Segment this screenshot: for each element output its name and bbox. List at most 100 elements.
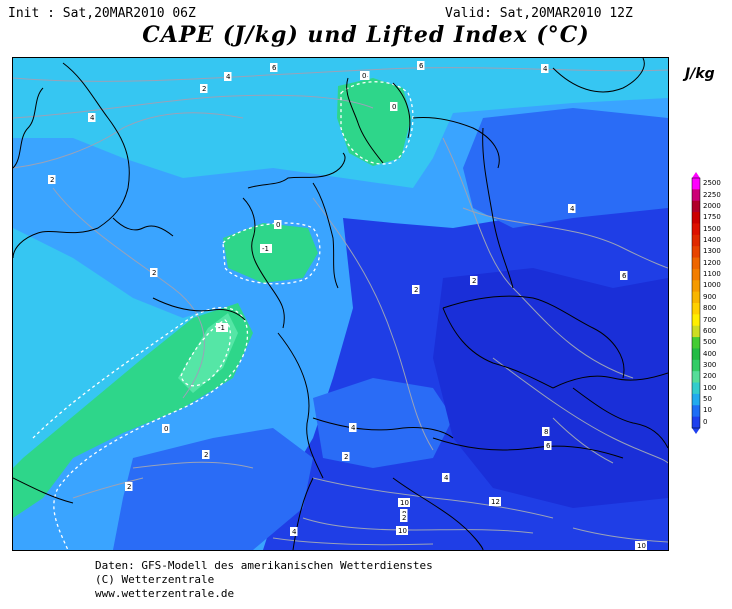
footer-credits: Daten: GFS-Modell des amerikanischen Wet… xyxy=(95,559,433,601)
contour-label: 0 xyxy=(276,221,280,229)
contour-label-bg xyxy=(162,424,170,433)
contour-label-bg xyxy=(88,113,96,122)
cape-field-green-denmark xyxy=(337,78,411,166)
legend-swatch xyxy=(692,393,700,406)
contour-label-bg xyxy=(568,204,576,213)
contour-label-bg xyxy=(635,541,647,550)
contour-label-bg xyxy=(290,527,298,536)
legend-level-label: 900 xyxy=(703,292,717,301)
legend-level-label: 400 xyxy=(703,349,717,358)
legend-level-label: 1300 xyxy=(703,247,721,256)
legend-level-label: 300 xyxy=(703,361,717,369)
contour-label: -1 xyxy=(262,245,269,253)
contour-label: 2 xyxy=(402,514,406,522)
contour-label-bg xyxy=(398,498,410,507)
contour-label-bg xyxy=(224,72,232,81)
legend-level-label: 0 xyxy=(703,417,708,426)
legend-swatch xyxy=(692,280,700,293)
legend-swatch xyxy=(692,348,700,361)
contour-label: 4 xyxy=(351,424,356,432)
legend-frame xyxy=(691,177,701,429)
legend-level-label: 2000 xyxy=(703,201,721,210)
legend-level-label: 800 xyxy=(703,304,717,313)
contour-label: 4 xyxy=(226,73,231,81)
contour-label: 4 xyxy=(90,114,95,122)
map-title: CAPE (J/kg) und Lifted Index (°C) xyxy=(142,22,590,48)
legend-level-label: 10 xyxy=(703,406,712,415)
legend-swatch xyxy=(692,371,700,384)
legend-swatch xyxy=(692,246,700,259)
contour-label: 10 xyxy=(637,542,646,550)
contour-label-bg xyxy=(489,497,501,506)
legend-unit: J/kg xyxy=(685,66,715,82)
contour-label-bg xyxy=(342,452,350,461)
cape-legend: 2500 2250 2000 1750 1500 1400 1300 1200 1100 1000… xyxy=(690,172,724,434)
contour-label: -1 xyxy=(218,324,225,332)
legend-level-label: 1500 xyxy=(703,224,721,233)
legend-bottom-arrow xyxy=(692,428,700,434)
cape-field-light-cyan-west xyxy=(13,228,233,478)
valid-time: Valid: Sat,20MAR2010 12Z xyxy=(445,6,633,21)
contour-label-bg xyxy=(150,268,158,277)
legend-level-label: 1200 xyxy=(703,258,721,267)
legend-swatch xyxy=(692,234,700,247)
contour-label-bg xyxy=(200,84,208,93)
footer-line-copyright: (C) Wetterzentrale xyxy=(95,573,215,586)
contour-label: 10 xyxy=(400,499,409,507)
contour-label: 12 xyxy=(491,498,500,506)
contour-label: 6 xyxy=(546,442,551,450)
legend-level-label: 200 xyxy=(703,372,717,381)
contour-label: 0 xyxy=(392,103,396,111)
legend-swatch xyxy=(692,268,700,281)
contour-label: 2 xyxy=(204,451,208,459)
lifted-index-contours xyxy=(13,67,668,546)
contour-label: 8 xyxy=(544,428,548,436)
contour-label: 6 xyxy=(419,62,424,70)
contour-label-bg xyxy=(417,61,425,70)
legend-swatch xyxy=(692,359,700,372)
legend-level-label: 100 xyxy=(703,383,717,392)
contour-label-bg xyxy=(48,175,56,184)
legend-level-label: 50 xyxy=(703,395,712,404)
footer-line-website: www.wetterzentrale.de xyxy=(95,587,235,600)
contour-label: 2 xyxy=(202,85,206,93)
contour-label: 2 xyxy=(472,277,476,285)
contour-label-bg xyxy=(396,526,408,535)
legend-level-label: 600 xyxy=(703,326,717,335)
cape-field-blue-alps xyxy=(313,378,453,468)
contour-label-bg xyxy=(260,244,272,253)
legend-swatch xyxy=(692,405,700,418)
legend-swatch xyxy=(692,223,700,236)
legend-level-label: 1400 xyxy=(703,236,721,244)
cape-field-green-core xyxy=(178,313,238,393)
contour-label-bg xyxy=(202,450,210,459)
contour-label-bg xyxy=(442,473,450,482)
contour-label-bg xyxy=(541,64,549,73)
legend-swatch xyxy=(692,337,700,349)
legend-swatch xyxy=(692,257,700,270)
legend-swatch xyxy=(692,212,700,224)
contour-label-bg xyxy=(274,220,282,229)
contour-label: 2 xyxy=(414,286,418,294)
legend-top-arrow xyxy=(692,172,700,178)
contour-label: 6 xyxy=(622,272,627,280)
legend-swatch xyxy=(692,291,700,304)
legend-level-label: 2500 xyxy=(703,179,721,188)
contour-label-bg xyxy=(270,63,278,72)
legend-level-label: 2250 xyxy=(703,190,721,199)
legend-swatch xyxy=(692,382,700,395)
zero-contours xyxy=(32,81,414,550)
legend-level-label: 1750 xyxy=(703,213,721,222)
contour-label: 4 xyxy=(570,205,575,213)
legend-swatch xyxy=(692,200,700,213)
contour-label-bg xyxy=(412,285,420,294)
contour-label: 2 xyxy=(152,269,156,277)
contour-label-bg xyxy=(544,441,552,450)
contour-label: 2 xyxy=(127,483,131,491)
init-time: Init : Sat,20MAR2010 06Z xyxy=(8,6,196,21)
contour-label-bg xyxy=(390,102,398,111)
contour-label: 2 xyxy=(50,176,54,184)
contour-label: 0 xyxy=(362,72,366,80)
